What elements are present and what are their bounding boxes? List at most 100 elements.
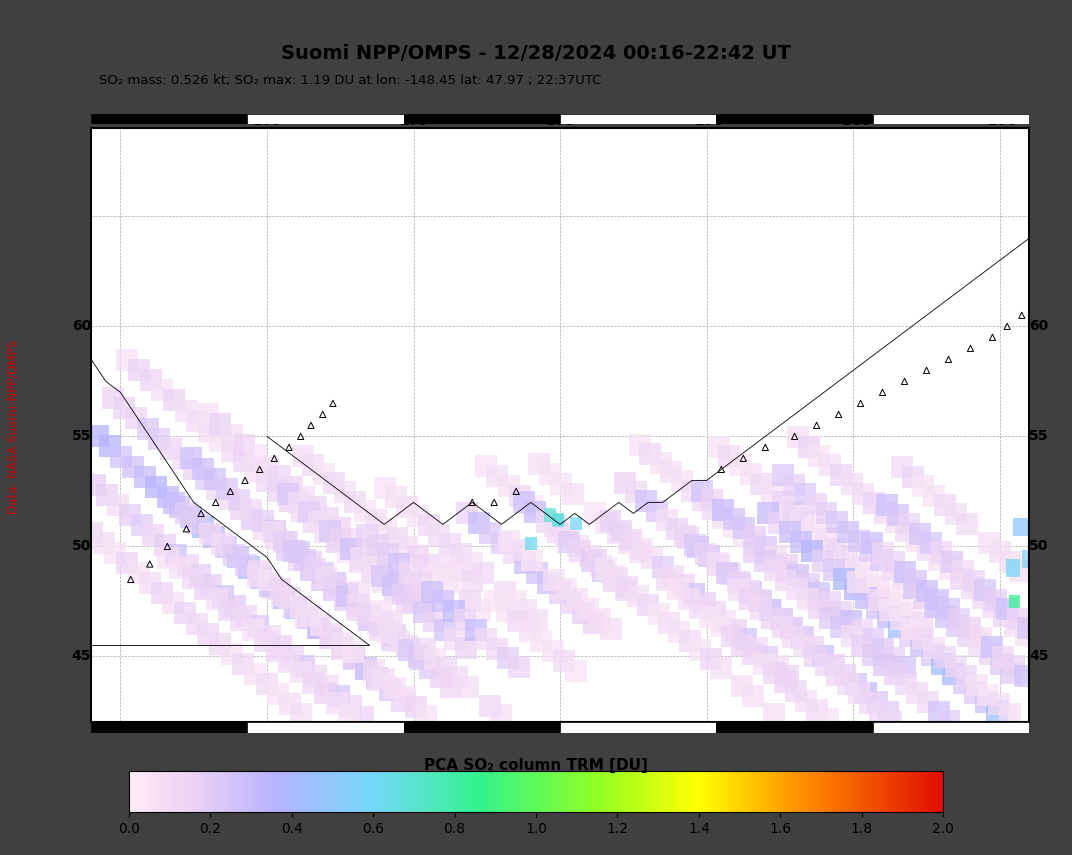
Bar <box>723 516 745 538</box>
Point <box>178 522 195 535</box>
Bar <box>279 587 301 609</box>
Bar <box>341 528 363 550</box>
Bar <box>660 462 682 483</box>
Bar <box>429 524 450 546</box>
Bar <box>229 609 252 631</box>
Bar <box>163 390 184 411</box>
Bar <box>215 536 237 558</box>
Bar <box>362 659 385 681</box>
Point <box>962 341 979 355</box>
Bar <box>754 550 775 572</box>
Bar <box>192 457 213 480</box>
Bar <box>862 628 883 651</box>
Bar <box>941 551 964 573</box>
Bar <box>584 502 606 524</box>
Bar <box>695 543 717 565</box>
Bar <box>994 605 1015 628</box>
Bar <box>413 601 435 623</box>
Bar <box>744 527 766 549</box>
Bar <box>256 470 278 492</box>
Bar <box>1007 608 1028 629</box>
Bar <box>224 594 245 616</box>
Bar <box>917 692 939 713</box>
Point <box>207 496 224 510</box>
Bar <box>168 496 191 518</box>
Bar <box>386 527 407 549</box>
Point <box>325 397 342 410</box>
Bar <box>777 664 800 687</box>
Bar <box>869 701 892 723</box>
Bar <box>890 608 912 630</box>
Text: Data: NASA Suomi-NPP/OMPS: Data: NASA Suomi-NPP/OMPS <box>6 340 19 515</box>
Bar <box>136 417 159 439</box>
Text: 160: 160 <box>253 722 282 736</box>
Bar <box>627 585 649 607</box>
Bar <box>537 572 560 594</box>
Bar <box>583 612 606 634</box>
Bar <box>873 638 894 660</box>
Bar <box>404 722 560 733</box>
Bar <box>742 685 763 706</box>
Bar <box>749 598 772 620</box>
Bar <box>360 561 383 583</box>
Bar <box>385 486 407 508</box>
Point <box>918 363 935 377</box>
Bar <box>873 542 894 564</box>
Bar <box>992 646 1014 668</box>
Bar <box>374 477 396 498</box>
Bar <box>985 588 1007 610</box>
Point <box>984 331 1001 345</box>
Bar <box>883 647 905 669</box>
Bar <box>669 621 690 643</box>
Bar <box>837 521 860 543</box>
Bar <box>783 474 805 496</box>
Bar <box>874 502 896 523</box>
Bar <box>658 612 680 634</box>
Bar <box>561 593 582 615</box>
Bar <box>999 703 1021 725</box>
Bar <box>375 518 398 540</box>
Bar <box>355 657 376 680</box>
Bar <box>226 546 249 569</box>
Bar <box>863 492 884 514</box>
Bar <box>207 478 228 500</box>
Bar <box>676 527 699 549</box>
Bar <box>461 552 483 575</box>
Bar <box>278 651 300 673</box>
Bar <box>774 671 796 693</box>
Point <box>713 463 730 476</box>
Bar <box>571 603 594 624</box>
Bar <box>423 610 445 632</box>
Text: -150: -150 <box>982 722 1017 736</box>
Bar <box>874 654 895 675</box>
Bar <box>434 619 456 641</box>
Bar <box>801 540 823 562</box>
Bar <box>968 634 989 656</box>
Bar <box>163 593 184 615</box>
Bar <box>289 661 312 683</box>
Bar <box>455 637 477 659</box>
Bar <box>625 481 646 504</box>
Point <box>314 408 331 422</box>
Bar <box>301 672 324 693</box>
Bar <box>244 663 266 685</box>
Bar <box>267 683 289 705</box>
Bar <box>435 657 458 679</box>
Bar <box>877 606 899 628</box>
Bar <box>795 690 817 711</box>
Bar <box>635 491 657 512</box>
Point <box>302 419 319 433</box>
Bar <box>859 540 881 562</box>
Bar <box>792 627 814 648</box>
Bar <box>357 603 378 625</box>
Bar <box>1022 550 1037 568</box>
Bar <box>772 464 794 486</box>
Bar <box>223 544 244 566</box>
Bar <box>935 605 957 628</box>
Bar <box>570 517 582 530</box>
Text: -170: -170 <box>689 722 724 736</box>
Bar <box>536 511 557 533</box>
Bar <box>816 502 837 524</box>
Bar <box>541 640 564 662</box>
Bar <box>351 546 372 569</box>
